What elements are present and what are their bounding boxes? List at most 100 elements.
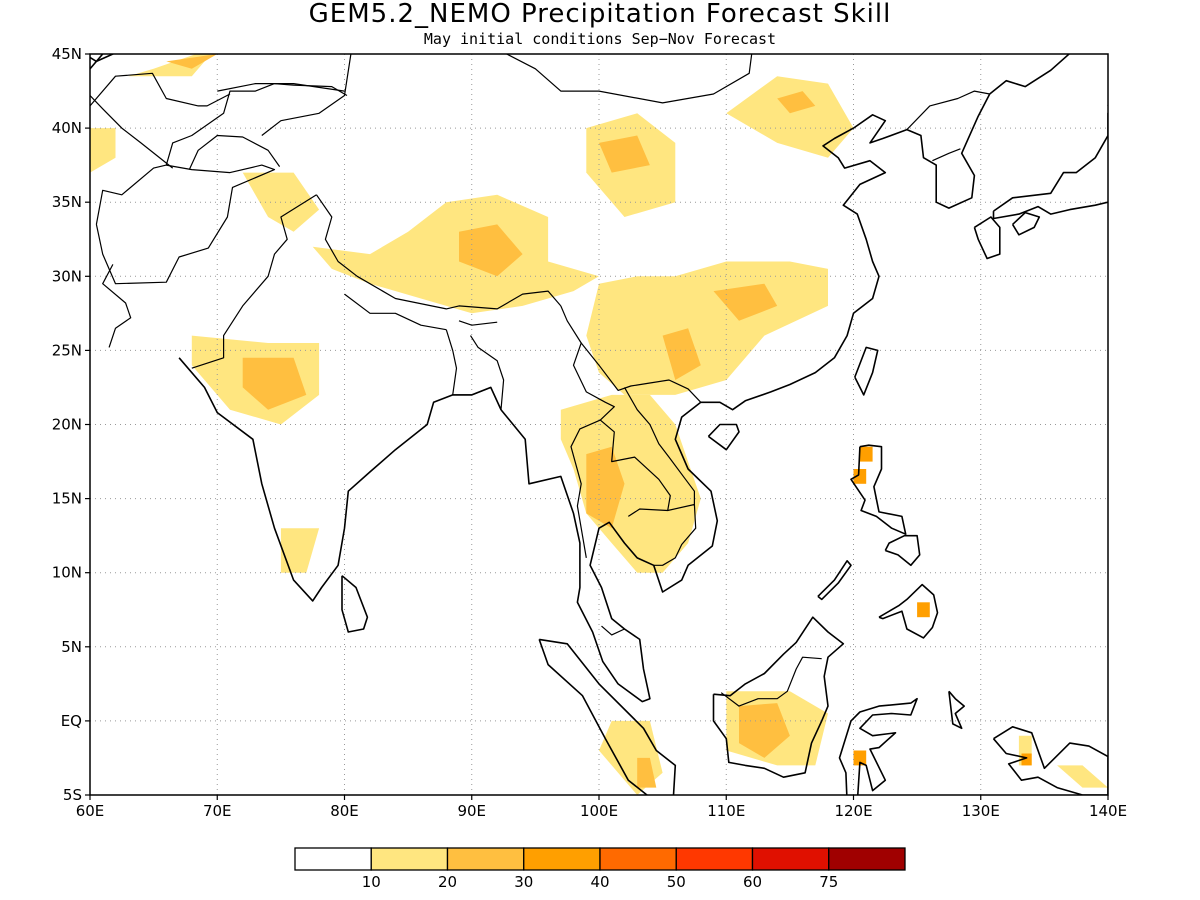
skill-region-mongolia-east xyxy=(726,76,854,158)
colorbar-swatch xyxy=(828,847,906,871)
colorbar-swatch xyxy=(675,847,754,871)
skill-region-new-guinea-core xyxy=(1021,753,1032,766)
skill-region-sumatra-core xyxy=(637,757,657,788)
border-china-north xyxy=(261,54,352,136)
skill-region-tibet-core xyxy=(459,224,523,277)
border-pak-iran xyxy=(102,264,132,348)
coastline-taiwan xyxy=(854,346,879,396)
skill-region-indochina-core xyxy=(586,446,625,529)
skill-region-iran-strip xyxy=(90,128,116,173)
border-tajik xyxy=(188,134,281,170)
country-borders xyxy=(90,54,990,707)
border-turkmen xyxy=(90,95,174,169)
coastline-hokkaido xyxy=(1107,102,1108,106)
coastline-new-guinea xyxy=(992,725,1108,795)
colorbar-swatch xyxy=(523,847,601,871)
colorbar: 10 20 30 40 50 60 75 xyxy=(294,847,906,891)
map-subtitle: May initial conditions Sep−Nov Forecast xyxy=(424,30,776,48)
lat-tick-label: 25N xyxy=(52,341,82,359)
border-ind-china-nepal xyxy=(316,194,562,310)
map-title: GEM5.2_NEMO Precipitation Forecast Skill xyxy=(309,0,892,29)
skill-region-central-china-core2 xyxy=(713,283,778,321)
lon-tick-label: 110E xyxy=(707,802,745,820)
border-laos-thai xyxy=(599,419,671,511)
latitude-axis: 45N 40N 35N 30N 25N 20N 15N 10N 5N EQ 5S xyxy=(52,45,90,804)
lat-tick-label: 10N xyxy=(52,564,82,582)
border-china-south xyxy=(580,342,702,403)
lat-tick-label: 40N xyxy=(52,119,82,137)
lat-tick-label: 20N xyxy=(52,416,82,434)
coastline-mindanao xyxy=(878,583,939,639)
coastline-japan-shikoku xyxy=(1011,211,1041,236)
skill-region-southwest-india xyxy=(280,528,320,573)
colorbar-swatch xyxy=(751,847,830,871)
coastline-borneo xyxy=(712,616,845,779)
coastline-palawan xyxy=(817,559,852,601)
coastline-luzon xyxy=(850,444,907,536)
coastline-sulawesi xyxy=(838,697,918,795)
border-borneo-border xyxy=(720,656,822,707)
skill-region-borneo-core xyxy=(739,703,790,758)
skill-region-northwest-asia-core xyxy=(166,54,218,69)
lon-tick-label: 100E xyxy=(580,802,618,820)
skill-shading xyxy=(90,54,1108,795)
border-laos-viet xyxy=(623,387,696,505)
border-nepal-south xyxy=(344,293,447,331)
colorbar-swatch xyxy=(446,847,525,871)
colorbar-label: 10 xyxy=(362,873,381,891)
lon-tick-label: 90E xyxy=(457,802,486,820)
skill-region-north-china-core xyxy=(599,135,650,173)
longitude-axis: 60E 70E 80E 90E 100E 110E 120E 130E 140E xyxy=(76,795,1127,820)
coastline-halmahera xyxy=(948,690,966,730)
coastlines xyxy=(90,54,1108,795)
border-pak-ind xyxy=(191,194,317,369)
coastline-russia-coast xyxy=(989,54,1071,95)
coastline-sri-lanka xyxy=(341,575,369,633)
coastline-korea-japan-kyushu xyxy=(973,216,1001,260)
lon-tick-label: 140E xyxy=(1089,802,1127,820)
border-china-mongolia xyxy=(505,54,755,104)
colorbar-label: 20 xyxy=(438,873,457,891)
lat-tick-label: 30N xyxy=(52,267,82,285)
border-kaz-south xyxy=(217,82,345,92)
lat-tick-label: 15N xyxy=(52,490,82,508)
skill-region-central-china-core xyxy=(662,328,701,380)
colorbar-label: 30 xyxy=(514,873,533,891)
border-bangladesh xyxy=(445,329,505,411)
border-central-asia xyxy=(165,82,348,166)
skill-region-northwest-india-core xyxy=(242,357,307,410)
skill-region-luzon xyxy=(853,469,867,484)
lon-tick-label: 80E xyxy=(330,802,359,820)
coastline-myanmar-malay xyxy=(500,93,991,703)
lon-tick-label: 120E xyxy=(834,802,872,820)
colorbar-label: 50 xyxy=(667,873,686,891)
skill-region-sulawesi xyxy=(853,750,867,766)
lat-tick-label: 45N xyxy=(52,45,82,63)
colorbar-swatch xyxy=(370,847,449,871)
colorbar-label: 40 xyxy=(590,873,609,891)
lat-tick-label: 35N xyxy=(52,193,82,211)
lon-tick-label: 60E xyxy=(76,802,105,820)
colorbar-swatch xyxy=(599,847,677,871)
colorbar-swatch xyxy=(294,847,372,871)
coastline-visayas xyxy=(884,534,921,567)
border-uzbek-kaz xyxy=(90,72,231,107)
plot-area xyxy=(90,54,1108,795)
border-china-korea xyxy=(906,90,990,131)
skill-region-new-guinea-east xyxy=(1057,765,1108,788)
lon-tick-label: 130E xyxy=(962,802,1000,820)
coastline-japan-honshu xyxy=(992,112,1108,220)
border-cambodia xyxy=(627,503,697,566)
skill-region-mongolia-east-core xyxy=(777,91,816,114)
coastline-india xyxy=(178,357,502,602)
border-afghanistan xyxy=(95,164,276,285)
lon-tick-label: 70E xyxy=(203,802,232,820)
colorbar-label: 75 xyxy=(819,873,838,891)
skill-region-tibet xyxy=(312,194,599,314)
lat-tick-label: 5N xyxy=(61,638,82,656)
skill-region-mindanao xyxy=(917,602,930,618)
border-korea-dmz xyxy=(932,148,961,162)
coastline-caspian xyxy=(90,54,104,70)
border-malaysia-thai xyxy=(601,625,625,636)
